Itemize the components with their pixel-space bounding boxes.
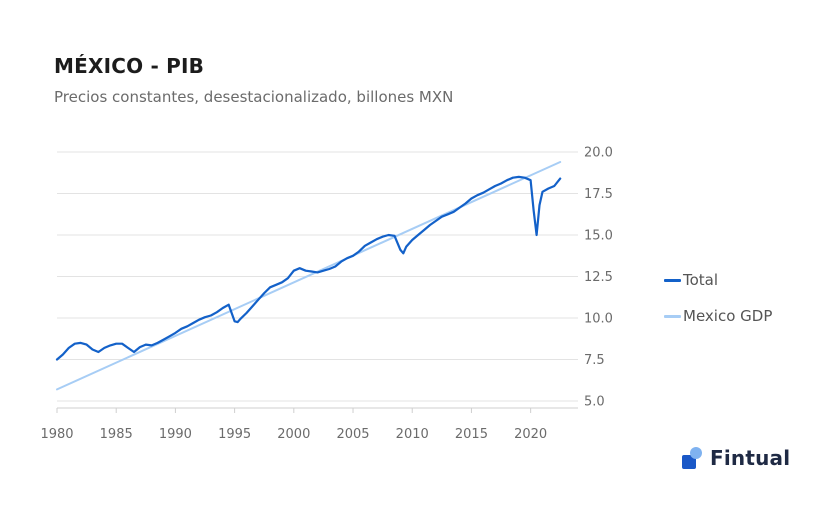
y-tick-label: 12.5: [584, 270, 613, 285]
x-tick-label: 2015: [455, 427, 488, 442]
series-line-mexico-gdp: [56, 161, 562, 391]
fintual-logo-icon: [682, 447, 702, 469]
series-group: [55, 161, 562, 391]
legend-item-total[interactable]: Total: [664, 262, 772, 298]
x-axis: 1980 1985 1990 1995 2000 2005 2010 2015 2020: [40, 407, 578, 442]
legend-swatch-mexico-gdp: [664, 314, 681, 318]
chart-subtitle: Precios constantes, desestacionalizado, …: [54, 88, 454, 106]
legend-label-mexico-gdp: Mexico GDP: [683, 307, 773, 325]
y-tick-label: 7.5: [584, 353, 605, 368]
y-tick-label: 5.0: [584, 395, 605, 410]
y-tick-label: 17.5: [584, 187, 613, 202]
brand-name: Fintual: [710, 446, 791, 470]
y-tick-label: 20.0: [584, 146, 613, 161]
legend-item-mexico-gdp[interactable]: Mexico GDP: [664, 298, 772, 334]
x-tick-label: 2010: [396, 427, 429, 442]
brand: Fintual: [682, 446, 790, 470]
x-tick-label: 1995: [218, 427, 251, 442]
legend-label-total: Total: [683, 271, 719, 289]
x-tick-label: 2000: [277, 427, 310, 442]
x-tick-label: 2005: [336, 427, 369, 442]
y-tick-label: 10.0: [584, 312, 613, 327]
grid-lines: [57, 151, 578, 402]
x-tick-label: 2020: [514, 427, 547, 442]
legend: Total Mexico GDP: [664, 262, 772, 334]
series-line-total: [55, 175, 562, 361]
y-tick-label: 15.0: [584, 229, 613, 244]
x-tick-label: 1985: [100, 427, 133, 442]
x-tick-label: 1980: [40, 427, 73, 442]
x-tick-label: 1990: [159, 427, 192, 442]
y-axis: 5.0 7.5 10.0 12.5 15.0 17.5 20.0: [584, 146, 613, 410]
chart-title: MÉXICO - PIB: [54, 54, 205, 78]
legend-swatch-total: [664, 278, 681, 282]
